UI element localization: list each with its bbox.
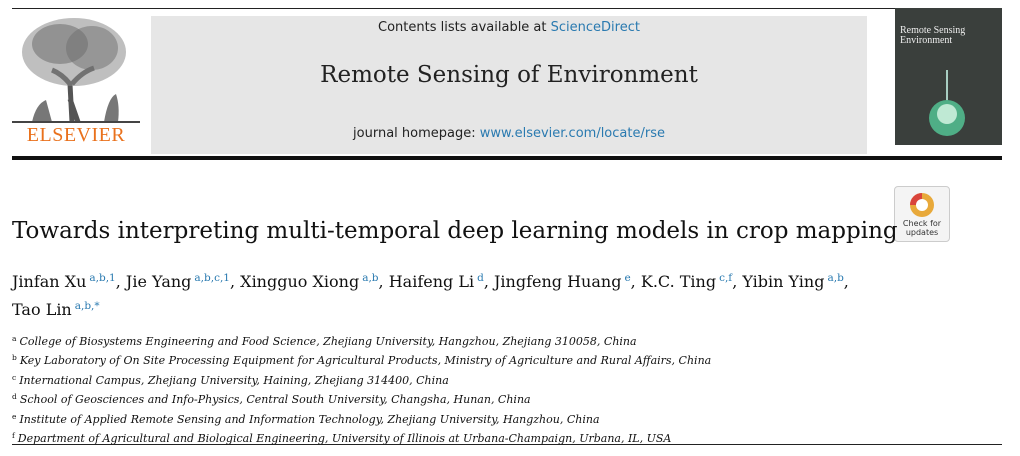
affiliation: d School of Geosciences and Info-Physics,… xyxy=(12,389,992,408)
publisher: ELSEVIER xyxy=(26,124,126,146)
contents-line: Contents lists available at ScienceDirec… xyxy=(151,20,867,35)
affiliation-list: a College of Biosystems Engineering and F… xyxy=(12,331,992,447)
affiliation: b Key Laboratory of On Site Processing Eq… xyxy=(12,350,992,369)
author: Jingfeng Huang e, xyxy=(494,272,636,291)
contents-prefix: Contents lists available at xyxy=(378,20,547,35)
author-affiliation-marks: a,b,1 xyxy=(89,272,116,284)
journal-banner xyxy=(151,16,867,154)
author-name: Jingfeng Huang xyxy=(494,272,622,291)
author-affiliation-marks: a,b,* xyxy=(74,300,100,312)
author: Jinfan Xu a,b,1, xyxy=(12,272,121,291)
badge-line: updates xyxy=(905,228,939,237)
cover-title: Remote Sensing Environment xyxy=(900,26,1000,46)
author-affiliation-marks: a,b xyxy=(362,272,379,284)
author-separator: , xyxy=(630,272,636,291)
check-for-updates[interactable] xyxy=(894,186,950,242)
badge-icon xyxy=(910,193,934,217)
elsevier-logo xyxy=(12,14,140,124)
journal-name: Remote Sensing of Environment xyxy=(320,62,698,88)
badge-line: Check for xyxy=(902,219,942,228)
cover-line: Environment xyxy=(900,35,953,46)
affiliation: f Department of Agricultural and Biologic… xyxy=(12,428,992,447)
author: Jie Yang a,b,c,1, xyxy=(126,272,235,291)
affiliation-text: Institute of Applied Remote Sensing and … xyxy=(19,412,600,426)
author-separator: , xyxy=(483,272,489,291)
affiliation: c International Campus, Zhejiang Universi… xyxy=(12,370,992,389)
badge-label: Check for updates xyxy=(894,219,950,237)
author-name: Jie Yang xyxy=(125,272,192,291)
author: Haifeng Li d, xyxy=(389,272,489,291)
cover-line: Remote Sensing xyxy=(900,25,966,36)
affiliation-mark: c xyxy=(12,372,17,382)
homepage-line: journal homepage: www.elsevier.com/locat… xyxy=(151,126,867,141)
author-name: Tao Lin xyxy=(12,300,72,319)
author: K.C. Ting c,f, xyxy=(641,272,737,291)
author-affiliation-marks: d xyxy=(477,272,484,284)
homepage-prefix: journal homepage: xyxy=(353,126,476,141)
author-affiliation-marks: a,b xyxy=(827,272,844,284)
author: Xingguo Xiong a,b, xyxy=(240,272,383,291)
affiliation-mark: f xyxy=(12,431,15,441)
author: Yibin Ying a,b, xyxy=(742,272,849,291)
author-separator: , xyxy=(378,272,384,291)
affiliation-text: International Campus, Zhejiang Universit… xyxy=(19,373,449,387)
affiliation-text: School of Geosciences and Info-Physics, … xyxy=(19,393,531,407)
homepage-link[interactable]: www.elsevier.com/locate/rse xyxy=(479,126,665,141)
affiliation-mark: b xyxy=(12,353,17,363)
affiliation-mark: a xyxy=(12,334,17,343)
affiliation-text: Department of Agricultural and Biologica… xyxy=(17,432,672,446)
affiliation: a College of Biosystems Engineering and F… xyxy=(12,331,992,350)
author-separator: , xyxy=(732,272,738,291)
affiliation-text: College of Biosystems Engineering and Fo… xyxy=(19,335,637,348)
author-list: Jinfan Xu a,b,1, Jie Yang a,b,c,1, Xingguo… xyxy=(12,266,872,322)
author-name: Jinfan Xu xyxy=(12,272,87,291)
author-separator: , xyxy=(115,272,121,291)
journal-cover[interactable] xyxy=(895,8,1002,145)
sciencedirect-link[interactable]: ScienceDirect xyxy=(550,20,640,35)
author-name: K.C. Ting xyxy=(640,272,717,291)
author-separator: , xyxy=(843,272,849,291)
affiliation-mark: e xyxy=(12,411,17,421)
author-name: Haifeng Li xyxy=(388,272,475,291)
author-affiliation-marks: c,f xyxy=(719,272,733,284)
bottom-rule xyxy=(12,444,1002,445)
author-affiliation-marks: a,b,c,1 xyxy=(194,272,230,284)
affiliation-mark: d xyxy=(12,392,17,402)
author-affiliation-marks: e xyxy=(624,272,631,284)
article-title: Towards interpreting multi-temporal deep… xyxy=(12,218,898,244)
author-name: Yibin Ying xyxy=(742,272,825,291)
author: Tao Lin a,b,* xyxy=(12,300,100,319)
affiliation: e Institute of Applied Remote Sensing and… xyxy=(12,409,992,428)
author-name: Xingguo Xiong xyxy=(240,272,360,291)
header-rule xyxy=(12,156,1002,160)
affiliation-text: Key Laboratory of On Site Processing Equ… xyxy=(19,354,712,368)
cover-art xyxy=(929,70,965,136)
author-separator: , xyxy=(229,272,236,291)
top-rule xyxy=(12,8,1002,9)
